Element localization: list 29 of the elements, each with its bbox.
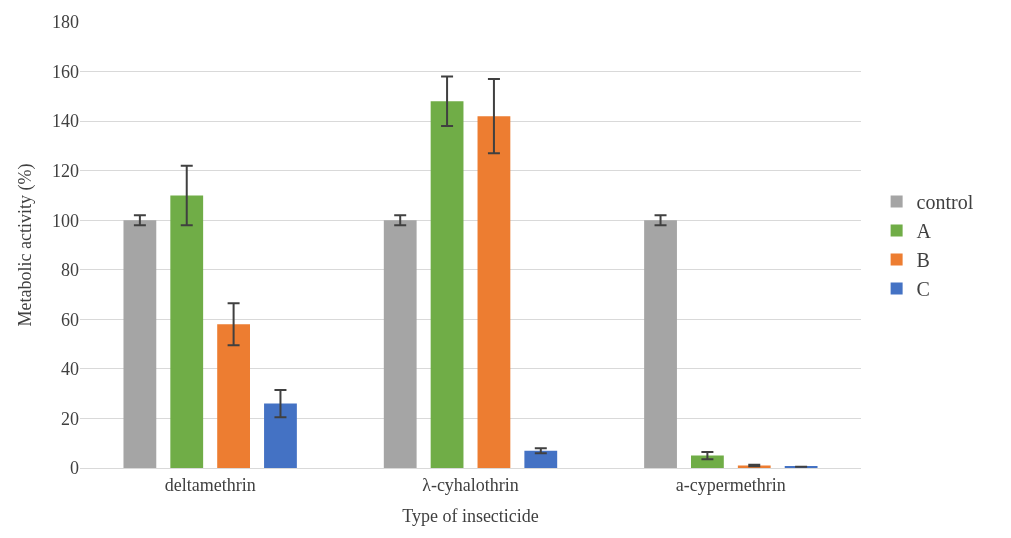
y-tick-label: 100 bbox=[52, 210, 79, 231]
legend-label: control bbox=[916, 191, 974, 214]
y-tick-label: 60 bbox=[61, 309, 79, 330]
legend-label: A bbox=[916, 220, 932, 243]
y-tick-label: 0 bbox=[70, 458, 79, 479]
bar bbox=[264, 403, 297, 468]
y-axis-title: Metabolic activity (%) bbox=[15, 163, 37, 327]
x-axis-title: Type of insecticide bbox=[402, 505, 539, 526]
y-tick-label: 120 bbox=[52, 160, 79, 181]
y-tick-label: 140 bbox=[52, 111, 79, 132]
y-tick-label: 20 bbox=[61, 408, 79, 429]
x-tick-label: λ-cyhalothrin bbox=[422, 474, 519, 495]
bar bbox=[524, 450, 558, 468]
bar bbox=[217, 324, 250, 468]
bar bbox=[123, 220, 157, 468]
y-tick-label: 180 bbox=[52, 12, 79, 33]
bar bbox=[691, 455, 724, 468]
bar bbox=[430, 101, 464, 468]
legend-label: B bbox=[916, 249, 930, 272]
y-tick-label: 160 bbox=[52, 61, 79, 82]
bar bbox=[170, 195, 204, 468]
legend-label: C bbox=[916, 278, 930, 301]
bar bbox=[644, 220, 677, 468]
x-tick-label: a-cypermethrin bbox=[675, 474, 786, 495]
bar bbox=[383, 220, 417, 468]
y-tick-label: 40 bbox=[61, 359, 79, 380]
x-tick-label: deltamethrin bbox=[164, 474, 256, 495]
bar bbox=[477, 116, 511, 468]
y-tick-label: 80 bbox=[61, 260, 79, 281]
